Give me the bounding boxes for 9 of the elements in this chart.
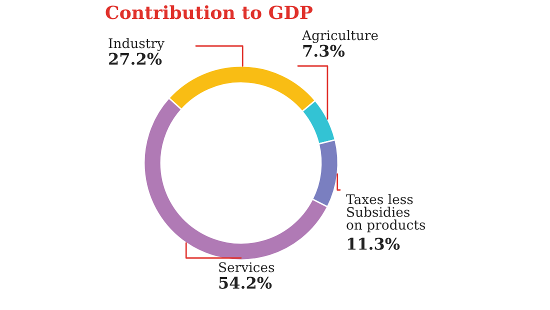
data-label: 7.3%	[303, 44, 345, 57]
data-label: 27.2%	[109, 52, 162, 65]
slice-label: Taxes less Subsidies on products	[346, 194, 426, 232]
chart-title: Contribution to GDP	[106, 5, 313, 20]
data-label: 54.2%	[219, 276, 272, 289]
slice-label: Services	[219, 262, 274, 272]
slice-label: Industry	[108, 38, 164, 51]
data-label: 11.3%	[348, 238, 400, 250]
slice-label: Agriculture	[302, 30, 378, 43]
